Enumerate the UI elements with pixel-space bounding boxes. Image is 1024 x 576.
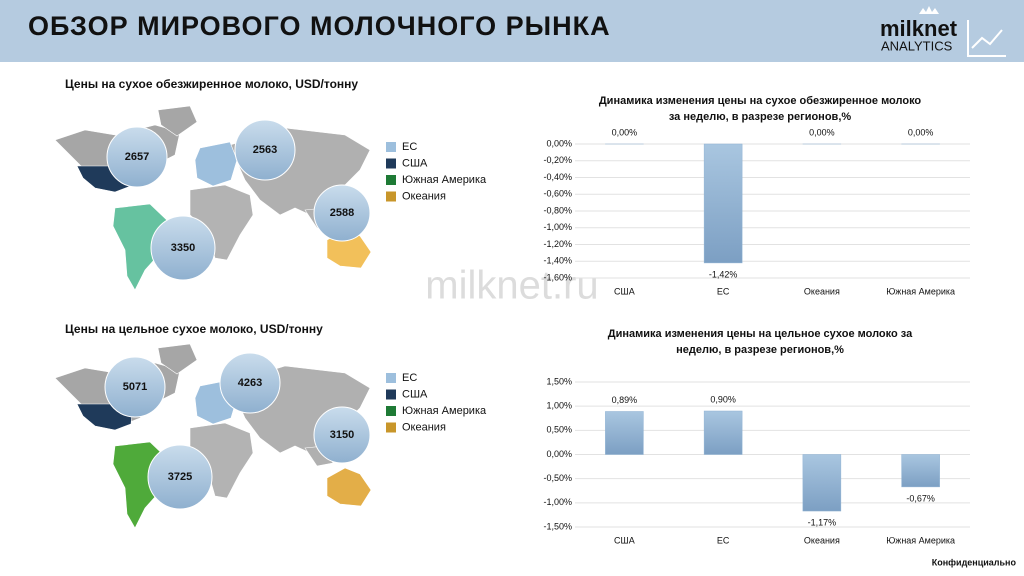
legend-swatch [386,191,396,202]
chart-title: неделю, в разрезе регионов,% [676,344,844,356]
y-tick-label: -1,40% [543,256,572,266]
legend-label: США [402,388,428,400]
value-label: 0,00% [612,127,638,137]
legend-label: ЕС [402,141,417,153]
legend-swatch [386,175,396,185]
y-tick-label: 1,00% [546,401,572,411]
legend-swatch [386,373,396,383]
price-bubble [104,356,166,418]
y-tick-label: -1,20% [543,239,572,249]
logo-name: milknet [880,16,958,41]
y-tick-label: -0,40% [543,172,572,182]
price-bubble [313,184,371,242]
y-tick-label: -1,60% [543,272,572,282]
watermark: milknet.ru [425,264,598,308]
bar [703,410,743,455]
y-tick-label: -0,80% [543,205,572,215]
price-bubble [106,126,168,188]
logo-icon [967,20,1006,57]
value-label: 0,00% [908,127,934,137]
y-tick-label: -0,60% [543,189,572,199]
x-tick-label: Океания [804,535,840,545]
x-tick-label: Океания [804,286,840,296]
legend-label: Южная Америка [402,174,487,186]
header-bar [0,0,1024,62]
price-label: 3150 [330,429,354,441]
value-label: -0,67% [906,493,935,503]
y-tick-label: 0,00% [546,138,572,148]
x-tick-label: Южная Америка [886,535,955,545]
bar [901,454,940,488]
legend-swatch [386,142,396,152]
value-label: 0,90% [710,394,736,404]
price-bubble [147,444,213,510]
chart-title: за неделю, в разрезе регионов,% [669,111,852,123]
value-label: 0,89% [612,395,638,405]
x-tick-label: ЕС [717,286,730,296]
legend-label: ЕС [402,372,417,384]
y-tick-label: 0,50% [546,425,572,435]
price-label: 2563 [253,144,277,156]
price-label: 2657 [125,151,149,163]
price-label: 4263 [238,377,262,389]
price-label: 2588 [330,207,354,219]
x-tick-label: США [614,286,635,296]
map-title: Цены на сухое обезжиренное молоко, USD/т… [65,77,358,91]
value-label: -1,42% [709,269,738,279]
bar [703,143,743,264]
legend-swatch [386,406,396,416]
region-eu [194,141,238,187]
region-south-america [112,203,172,291]
map-title: Цены на цельное сухое молоко, USD/тонну [65,322,323,336]
y-tick-label: 0,00% [546,449,572,459]
legend-label: США [402,157,428,169]
price-bubble [219,352,281,414]
value-label: 0,00% [809,127,835,137]
legend-swatch [386,158,396,169]
chart-title: Динамика изменения цены на сухое обезжир… [599,95,922,107]
price-bubble [313,406,371,464]
legend-label: Океания [402,190,446,202]
legend-label: Южная Америка [402,405,487,417]
logo-crown [919,6,939,14]
footer: Конфиденциально [932,557,1017,567]
x-tick-label: США [614,535,635,545]
bar [605,411,644,455]
price-label: 3350 [171,242,195,254]
y-tick-label: -1,50% [543,521,572,531]
x-tick-label: ЕС [717,535,730,545]
region-oceania [326,467,372,507]
legend-swatch [386,389,396,400]
legend-swatch [386,422,396,433]
price-bubble [150,215,216,281]
y-tick-label: -0,20% [543,155,572,165]
y-tick-label: -1,00% [543,222,572,232]
page-title: ОБЗОР МИРОВОГО МОЛОЧНОГО РЫНКА [28,11,611,41]
legend-label: Океания [402,421,446,433]
logo-subtitle: ANALYTICS [881,38,953,53]
y-tick-label: 1,50% [546,376,572,386]
price-label: 5071 [123,381,147,393]
y-tick-label: -0,50% [543,473,572,483]
value-label: -1,17% [808,517,837,527]
chart-title: Динамика изменения цены на цельное сухое… [608,328,913,340]
bar [802,454,842,512]
x-tick-label: Южная Америка [886,286,955,296]
price-label: 3725 [168,471,192,483]
y-tick-label: -1,00% [543,497,572,507]
price-bubble [234,119,296,181]
